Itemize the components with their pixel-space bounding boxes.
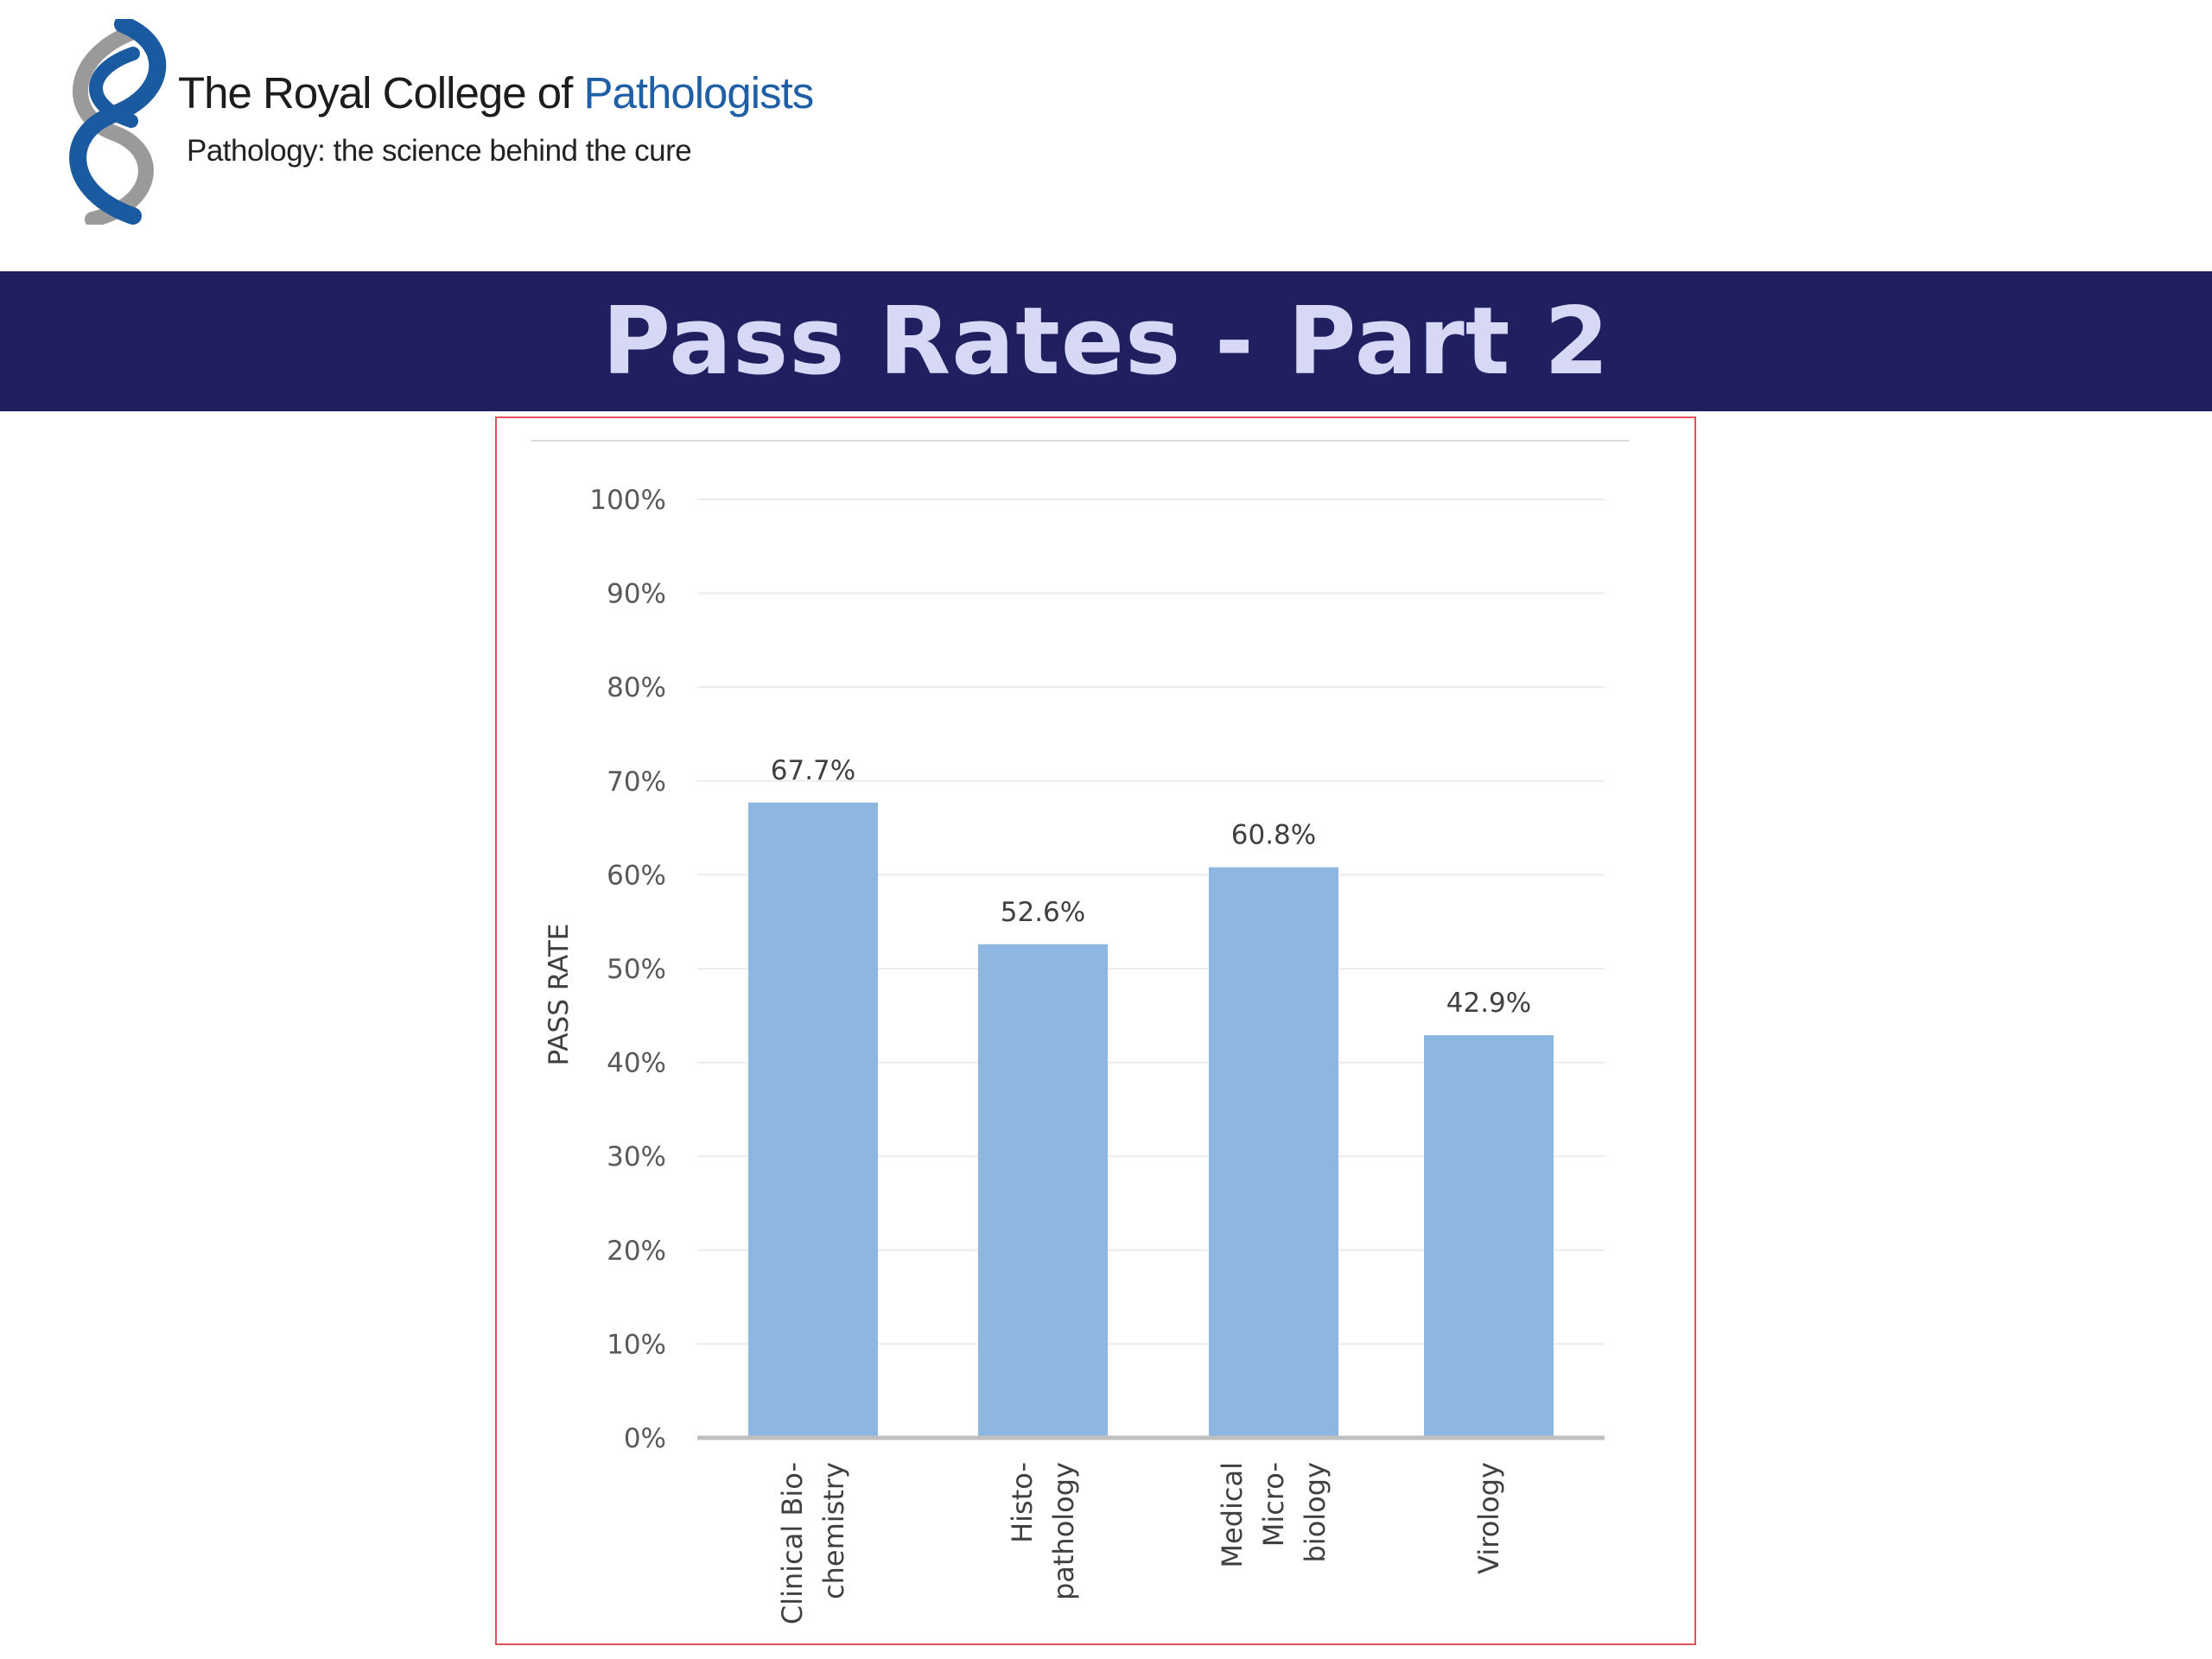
bar bbox=[978, 944, 1108, 1438]
y-tick-label: 40% bbox=[607, 1048, 666, 1079]
data-label: 52.6% bbox=[1001, 897, 1085, 928]
college-name-accent: Pathologists bbox=[583, 68, 814, 118]
y-tick-label: 20% bbox=[607, 1236, 666, 1267]
college-name: The Royal College of Pathologists bbox=[178, 68, 814, 118]
bar bbox=[1424, 1035, 1554, 1438]
title-band: Pass Rates - Part 2 bbox=[0, 271, 2212, 411]
y-tick-label: 10% bbox=[607, 1329, 666, 1360]
y-tick-label: 100% bbox=[589, 485, 666, 516]
college-name-prefix: The Royal College of bbox=[178, 68, 584, 118]
chart-frame: 0% 10% 20% 30% 40% 50% 60% 70% 80% 90% 100% PASS RA… bbox=[495, 416, 1696, 1645]
college-tagline: Pathology: the science behind the cure bbox=[187, 134, 692, 168]
y-tick-label: 30% bbox=[607, 1141, 666, 1173]
x-category-label: Clinical Bio- bbox=[776, 1462, 809, 1624]
x-category-label: Medical bbox=[1216, 1462, 1249, 1568]
x-category-label: Virology bbox=[1472, 1462, 1505, 1574]
y-tick-label: 0% bbox=[624, 1423, 666, 1454]
bar bbox=[748, 802, 878, 1438]
x-category-label: pathology bbox=[1047, 1462, 1080, 1600]
y-tick-label: 80% bbox=[607, 672, 666, 703]
x-category-label: Micro- bbox=[1257, 1462, 1290, 1547]
x-category-label: Histo- bbox=[1006, 1462, 1039, 1543]
x-category-label: biology bbox=[1299, 1462, 1332, 1563]
data-label: 60.8% bbox=[1231, 820, 1316, 851]
logo-text-block: The Royal College of Pathologists Pathol… bbox=[178, 68, 814, 168]
y-tick-label: 90% bbox=[607, 579, 666, 610]
data-label: 67.7% bbox=[771, 755, 855, 786]
college-logo-icon bbox=[69, 19, 167, 225]
pass-rate-bar-chart: 0% 10% 20% 30% 40% 50% 60% 70% 80% 90% 100% PASS RA… bbox=[531, 440, 1629, 1624]
x-category-label: chemistry bbox=[817, 1462, 850, 1599]
y-tick-label: 50% bbox=[607, 954, 666, 985]
bar bbox=[1209, 867, 1338, 1438]
y-tick-label: 60% bbox=[607, 860, 666, 891]
slide-title: Pass Rates - Part 2 bbox=[601, 287, 1611, 396]
y-axis-title: PASS RATE bbox=[543, 924, 575, 1066]
data-label: 42.9% bbox=[1446, 988, 1531, 1019]
y-tick-label: 70% bbox=[607, 766, 666, 798]
